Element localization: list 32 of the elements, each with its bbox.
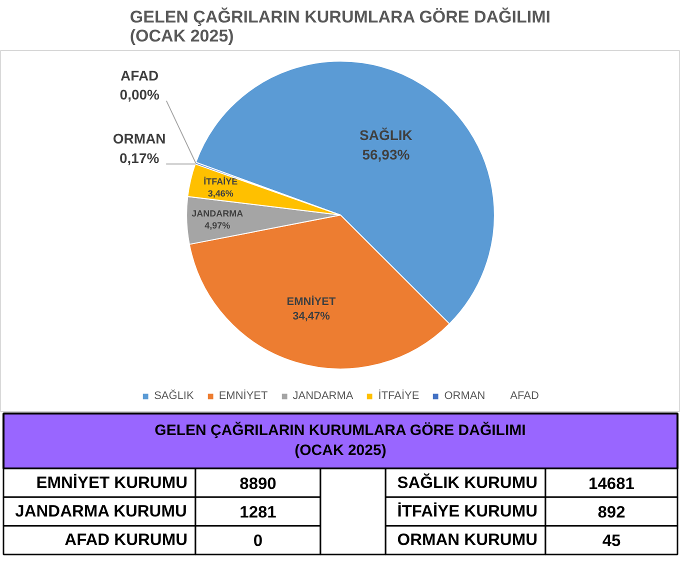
slice-label: ORMAN <box>112 130 166 147</box>
data-label: 8890 <box>240 474 276 493</box>
data-label: 45 <box>602 532 621 550</box>
data-label: 3,46% <box>208 188 234 198</box>
text: 0,00% <box>120 86 160 103</box>
slice-label: İTFAİYE <box>204 176 238 186</box>
slice-label: SAĞLIK <box>360 127 412 144</box>
category-label: AFAD KURUMU <box>64 531 188 550</box>
data-label: 14681 <box>588 474 634 493</box>
data-label: 892 <box>598 504 626 522</box>
legend-label: JANDARMA <box>292 390 354 402</box>
chart-title: GELEN ÇAĞRILARIN KURUMLARA GÖRE DAĞILIMI (OCAK 2025) <box>130 6 550 46</box>
category-label: AFAD <box>510 390 539 402</box>
data-label: 4,97% <box>204 220 230 230</box>
category-label: SAĞLIK KURUMU <box>397 472 538 492</box>
slice-label: JANDARMA <box>192 208 244 218</box>
data-label: 0 <box>253 532 263 550</box>
legend-label: ORMAN <box>444 390 486 402</box>
slice-label: EMNİYET <box>286 294 336 308</box>
category-label: ORMAN KURUMU <box>397 531 538 550</box>
legend-label: SAĞLIK <box>154 390 194 402</box>
text: GELEN ÇAĞRILARIN KURUMLARA GÖRE DAĞILIMI (OCAK 2025) <box>154 420 526 460</box>
legend-label: EMNİYET <box>218 390 268 402</box>
data-label: 34,47% <box>292 310 330 322</box>
data-label: 56,93% <box>362 146 410 162</box>
legend-label: İTFAİYE <box>378 390 420 402</box>
category-label: EMNİYET KURUMU <box>36 472 188 492</box>
data-label: 1281 <box>240 504 276 522</box>
category-label: AFAD <box>120 67 159 84</box>
category-label: İTFAİYE KURUMU <box>397 502 538 520</box>
data-label: 0,17% <box>120 150 160 166</box>
category-label: JANDARMA KURUMU <box>15 502 187 520</box>
